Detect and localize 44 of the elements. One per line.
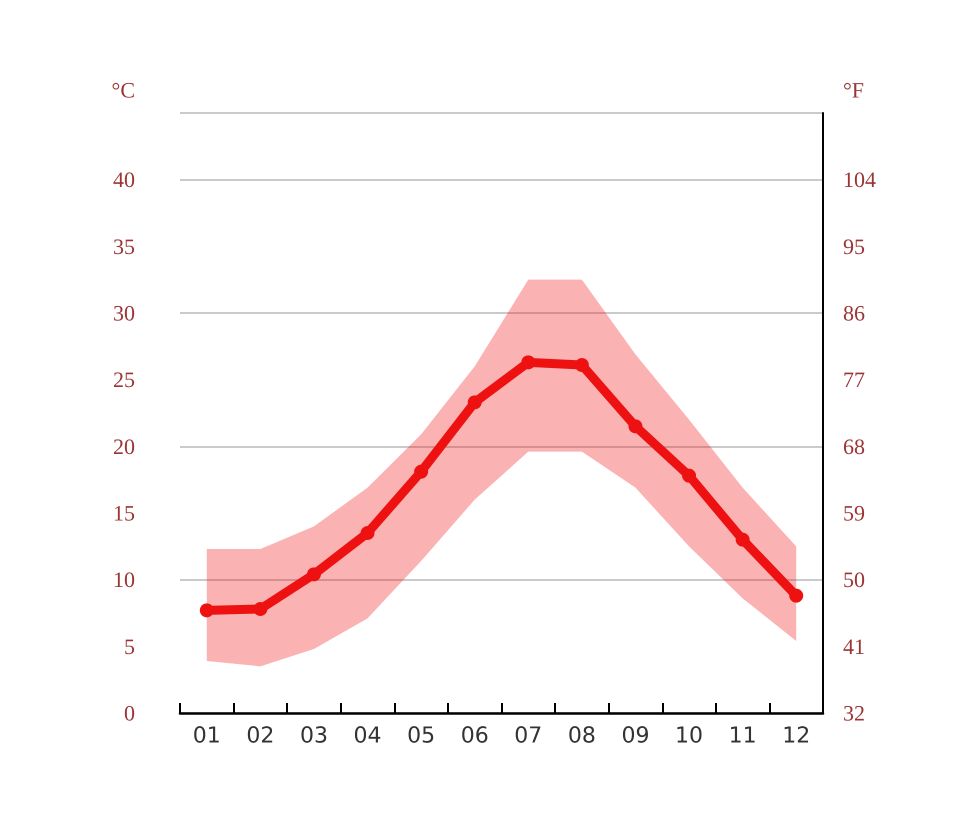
x-tick-label: 01 (192, 724, 221, 748)
y2-tick-label: 41 (843, 634, 865, 659)
y-tick-label: 10 (113, 567, 135, 592)
y-tick-label: 35 (113, 234, 135, 259)
x-tick-label: 05 (407, 724, 436, 748)
point (253, 602, 268, 616)
y2-tick-label: 68 (843, 434, 865, 459)
y2-tick-label: 77 (843, 367, 865, 392)
y-axis-title: °C (112, 78, 135, 102)
x-tick-label: 07 (514, 724, 542, 748)
point (789, 588, 804, 603)
point (682, 468, 696, 483)
x-tick-label: 10 (675, 724, 704, 748)
point (468, 395, 482, 410)
point (306, 567, 321, 582)
y2-tick-label: 50 (843, 567, 865, 592)
point (736, 532, 750, 547)
y2-tick-label: 32 (843, 700, 865, 726)
point (521, 355, 536, 370)
x-tick-label: 03 (300, 724, 328, 748)
y2-tick-label: 86 (843, 300, 865, 326)
y2-tick-label: 95 (843, 234, 865, 259)
x-tick-label: 06 (460, 724, 489, 748)
y-tick-label: 0 (124, 700, 135, 726)
y-tick-label: 25 (113, 367, 135, 392)
point (628, 419, 642, 434)
y-tick-label: 40 (113, 167, 135, 192)
point (574, 358, 589, 372)
y-tick-label: 20 (113, 434, 135, 459)
point (360, 526, 375, 540)
y-tick-label: 15 (113, 500, 135, 526)
y2-axis-title: °F (843, 78, 864, 102)
x-tick-label: 04 (354, 724, 382, 748)
y2-tick-label: 59 (843, 500, 865, 526)
x-tick-label: 02 (246, 724, 274, 748)
y2-tick-label: 104 (843, 167, 876, 192)
x-tick-label: 11 (728, 724, 757, 748)
x-tick-label: 08 (568, 724, 596, 748)
x-tick-label: 09 (621, 724, 650, 748)
point (414, 464, 428, 479)
y-tick-label: 5 (124, 634, 135, 659)
x-tick-label: 12 (782, 724, 810, 748)
y-tick-label: 30 (113, 300, 135, 326)
point (200, 603, 214, 618)
